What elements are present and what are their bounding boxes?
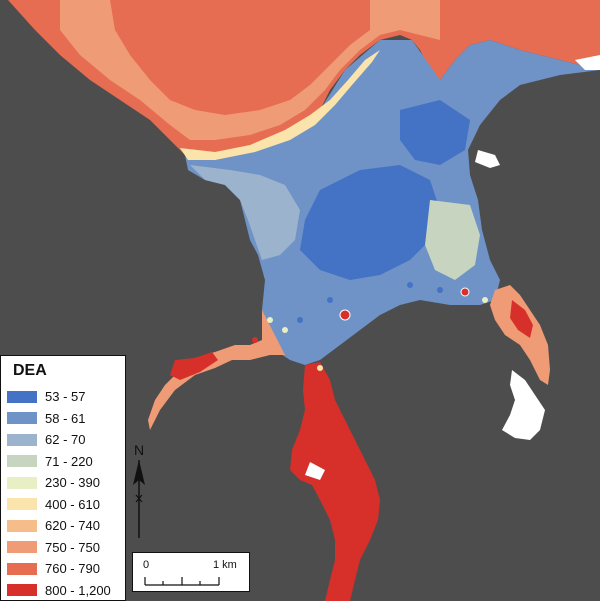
legend-swatch [7, 390, 37, 403]
sample-points [252, 282, 488, 371]
legend-swatch [7, 455, 37, 468]
sample-point[interactable] [437, 287, 443, 293]
legend-swatch [7, 541, 37, 554]
water-east-blank [502, 370, 545, 440]
legend-label: 400 - 610 [45, 496, 100, 512]
scale-distance-label: 1 km [213, 559, 237, 571]
sample-point[interactable] [317, 365, 323, 371]
legend-swatch [7, 476, 37, 489]
legend-item: 230 - 390 [7, 472, 119, 494]
scale-bar: 0 1 km [132, 552, 250, 592]
sample-point[interactable] [482, 297, 488, 303]
legend-label: 800 - 1,200 [45, 582, 111, 598]
zone-gray-east [425, 200, 480, 280]
legend-item: 62 - 70 [7, 429, 119, 451]
legend-label: 62 - 70 [45, 432, 86, 448]
legend-swatch [7, 412, 37, 425]
north-arrow-icon: N [133, 442, 145, 538]
legend-swatch [7, 562, 37, 575]
legend-panel: DEA 53 - 57 58 - 61 62 - 70 71 - 220 230 - 3… [0, 355, 126, 601]
sample-point[interactable] [407, 282, 413, 288]
legend-label: 760 - 790 [45, 561, 100, 577]
legend-swatch [7, 519, 37, 532]
sample-point[interactable] [282, 327, 288, 333]
water-south-river [290, 362, 380, 601]
north-label: N [134, 442, 144, 458]
zone-lightblue-west [190, 165, 300, 260]
legend-label: 620 - 740 [45, 518, 100, 534]
legend-item: 760 - 790 [7, 558, 119, 580]
zone-blue-northeast [400, 100, 470, 165]
sample-point[interactable] [327, 297, 333, 303]
legend-label: 230 - 390 [45, 475, 100, 491]
legend-item: 58 - 61 [7, 408, 119, 430]
sample-point[interactable] [339, 309, 351, 321]
legend-swatch [7, 498, 37, 511]
sample-point[interactable] [267, 317, 273, 323]
zone-red-west-arm [170, 352, 218, 380]
legend-item: 800 - 1,200 [7, 580, 119, 601]
water-top-right-blank [575, 55, 600, 70]
legend-item: 71 - 220 [7, 451, 119, 473]
water-south-blank [305, 462, 325, 480]
legend-item: 400 - 610 [7, 494, 119, 516]
legend-title: DEA [13, 362, 47, 379]
water-ne-blank [475, 150, 500, 168]
legend-label: 750 - 750 [45, 539, 100, 555]
legend-swatch [7, 433, 37, 446]
zone-darkblue-center [300, 165, 440, 280]
legend-item: 53 - 57 [7, 386, 119, 408]
legend-label: 53 - 57 [45, 389, 86, 405]
sample-point[interactable] [460, 287, 470, 297]
legend-label: 71 - 220 [45, 453, 93, 469]
water-east-arm [490, 285, 550, 385]
zone-red-north [110, 0, 370, 115]
sample-point[interactable] [252, 337, 258, 343]
scale-zero-label: 0 [143, 559, 150, 571]
scale-ruler [144, 577, 220, 586]
legend-rows: 53 - 57 58 - 61 62 - 70 71 - 220 230 - 390 40… [7, 386, 119, 601]
sample-point[interactable] [297, 317, 303, 323]
zone-yellow-band [180, 50, 380, 160]
zone-red-east-arm [510, 300, 533, 338]
legend-swatch [7, 584, 37, 597]
legend-label: 58 - 61 [45, 410, 86, 426]
legend-item: 750 - 750 [7, 537, 119, 559]
legend-item: 620 - 740 [7, 515, 119, 537]
